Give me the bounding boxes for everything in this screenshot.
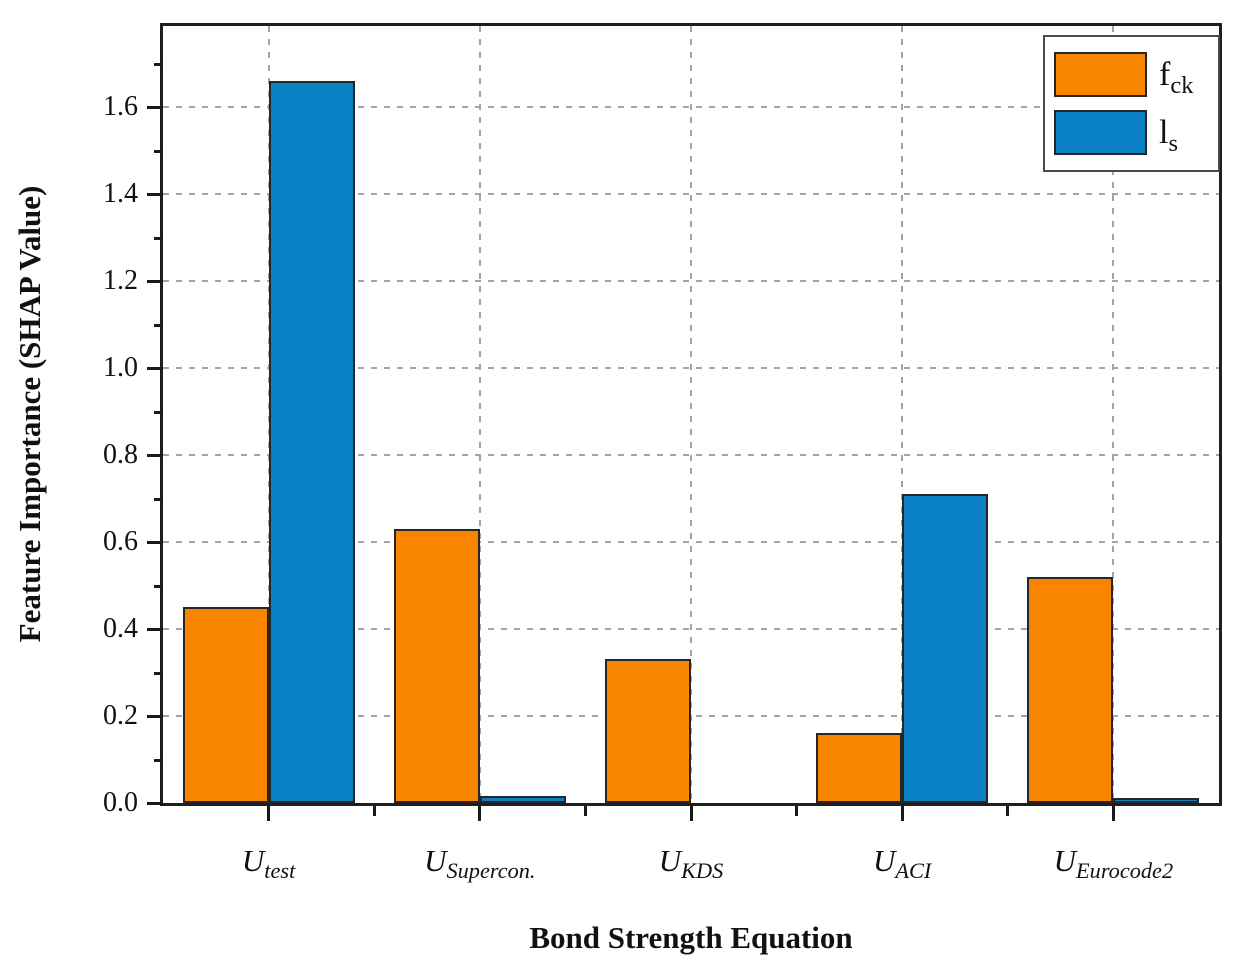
x-tick-major-1 (478, 806, 482, 821)
y-tick-minor-1.1 (154, 323, 163, 327)
y-tick-minor-0.1 (154, 758, 163, 762)
y-tick-label-1: 1.0 (103, 352, 138, 383)
y-tick-major-1.4 (147, 193, 163, 196)
y-tick-major-0.2 (147, 715, 163, 718)
x-tick-major-3 (900, 806, 904, 821)
legend-swatch-fck (1054, 52, 1147, 97)
y-axis-title: Feature Importance (SHAP Value) (12, 185, 47, 643)
x-category-label-Eurocode2: UEurocode2 (1053, 843, 1174, 884)
legend-label-fck: fck (1159, 55, 1194, 99)
x-category-label-Supercon.: USupercon. (424, 843, 536, 884)
bar-fck-KDS (605, 659, 691, 803)
bar-fck-Eurocode2 (1027, 576, 1114, 803)
x-axis-title: Bond Strength Equation (529, 920, 853, 955)
gridline-v-1 (478, 26, 481, 803)
y-tick-label-1.2: 1.2 (103, 265, 138, 296)
y-tick-major-0 (147, 802, 163, 805)
x-tick-major-4 (1111, 806, 1115, 821)
bar-ls-test (268, 80, 355, 803)
y-tick-label-0.6: 0.6 (103, 526, 138, 557)
y-tick-label-1.6: 1.6 (103, 91, 138, 122)
y-tick-major-1.6 (147, 106, 163, 109)
y-tick-minor-1.3 (154, 236, 163, 240)
x-category-label-KDS: UKDS (658, 843, 724, 884)
bar-fck-Supercon. (393, 528, 480, 803)
y-tick-major-0.8 (147, 454, 163, 457)
legend: fck ls (1043, 35, 1220, 172)
x-category-label-test: Utest (241, 843, 296, 884)
x-tick-minor-2 (583, 806, 587, 816)
y-tick-minor-0.5 (154, 584, 163, 588)
bar-ls-Eurocode2 (1113, 797, 1200, 803)
x-tick-major-2 (689, 806, 693, 821)
bar-fck-ACI (816, 733, 903, 803)
legend-entry-fck: fck (1045, 52, 1218, 97)
plot-area: fck ls 0.0 0.2 0.4 0.6 0.8 1.0 1.2 1.4 1.6 Utest U… (103, 23, 1222, 882)
x-tick-major-0 (267, 806, 271, 821)
y-tick-major-0.6 (147, 541, 163, 544)
legend-label-ls: ls (1159, 113, 1178, 157)
gridline-v-3 (901, 26, 904, 803)
y-tick-minor-0.9 (154, 410, 163, 414)
y-tick-label-1.4: 1.4 (103, 178, 138, 209)
x-tick-minor-1 (372, 806, 376, 816)
x-tick-minor-3 (795, 806, 799, 816)
gridline-v-4 (1112, 26, 1115, 803)
y-tick-label-0.8: 0.8 (103, 439, 138, 470)
y-tick-label-0.2: 0.2 (103, 700, 138, 731)
bar-ls-Supercon. (479, 796, 566, 803)
legend-swatch-ls (1054, 110, 1147, 155)
legend-entry-ls: ls (1045, 110, 1218, 155)
y-tick-major-1 (147, 367, 163, 370)
bar-fck-test (182, 607, 269, 803)
x-category-label-ACI: UACI (873, 843, 932, 884)
bar-ls-ACI (902, 494, 989, 803)
y-tick-minor-1.7 (154, 62, 163, 66)
y-tick-label-0.4: 0.4 (103, 613, 138, 644)
y-tick-minor-0.3 (154, 671, 163, 675)
y-tick-major-1.2 (147, 280, 163, 283)
x-tick-minor-4 (1006, 806, 1010, 816)
y-tick-major-0.4 (147, 628, 163, 631)
gridline-v-2 (690, 26, 692, 803)
y-tick-label-0: 0.0 (103, 787, 138, 818)
y-tick-minor-1.5 (154, 149, 163, 153)
y-tick-minor-0.7 (154, 497, 163, 501)
